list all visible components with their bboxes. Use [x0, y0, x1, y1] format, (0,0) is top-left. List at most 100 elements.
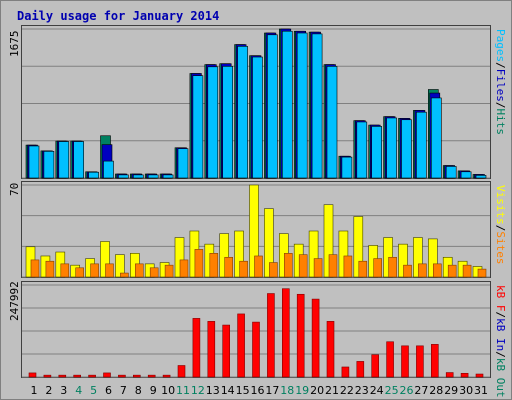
bar-sites-12: [194, 249, 204, 278]
bar-sites-2: [45, 260, 55, 278]
bar-kbf-11: [177, 365, 186, 378]
bar-visits-17: [264, 208, 274, 278]
bar-sites-4: [75, 267, 84, 278]
day-label-7: 7: [120, 384, 127, 397]
day-label-18: 18: [280, 384, 294, 397]
bar-visits-28: [427, 238, 438, 278]
day-label-19: 19: [295, 384, 309, 397]
bar-pages-21: [326, 66, 338, 179]
legend-bottom-2: kB In: [494, 318, 507, 352]
day-label-12: 12: [191, 384, 205, 397]
bar-sites-19: [298, 254, 308, 278]
bar-sites-5: [90, 263, 99, 278]
day-label-9: 9: [150, 384, 157, 397]
bar-pages-1: [28, 145, 40, 179]
bar-sites-30: [462, 264, 472, 278]
bar-pages-4: [73, 141, 84, 179]
legend-bottom-3: /: [494, 351, 507, 358]
bar-pages-27: [416, 111, 427, 179]
day-label-23: 23: [355, 384, 369, 397]
bar-sites-24: [373, 258, 383, 278]
bar-pages-13: [207, 66, 219, 179]
bar-pages-18: [281, 30, 293, 179]
bar-visits-16: [249, 184, 259, 278]
bar-pages-16: [252, 56, 263, 179]
bar-kbf-1: [28, 372, 37, 378]
day-label-24: 24: [370, 384, 384, 397]
bar-visits-22: [338, 230, 349, 278]
bar-visits-20: [308, 230, 319, 278]
day-label-21: 21: [325, 384, 339, 397]
bar-sites-6: [105, 263, 114, 278]
bar-kbf-15: [237, 313, 245, 378]
bar-pages-6: [103, 160, 114, 179]
bar-pages-8: [133, 174, 144, 179]
bar-kbf-13: [207, 321, 216, 378]
bar-sites-14: [224, 256, 233, 278]
bar-pages-15: [237, 46, 248, 179]
bar-pages-9: [147, 174, 159, 179]
legend-top-0: Pages: [494, 29, 507, 63]
bar-kbf-31: [475, 373, 484, 378]
bar-kbf-21: [326, 321, 335, 378]
bar-pages-25: [386, 117, 397, 179]
bar-sites-21: [328, 254, 338, 278]
bar-sites-15: [239, 260, 248, 278]
bar-sites-22: [343, 255, 353, 278]
bar-kbf-9: [147, 374, 156, 378]
bar-sites-27: [418, 263, 427, 278]
bar-kbf-24: [371, 354, 380, 378]
middle-legend: Visits/Sites: [494, 185, 507, 265]
day-label-27: 27: [414, 384, 428, 397]
day-label-15: 15: [236, 384, 250, 397]
bar-pages-19: [296, 32, 308, 179]
bar-kbf-3: [58, 374, 67, 378]
bar-sites-1: [30, 259, 40, 278]
legend-bottom-0: kB F: [494, 285, 507, 312]
bottom-legend: kB F/kB In/kB Out: [494, 285, 507, 398]
day-label-1: 1: [31, 384, 38, 397]
bar-sites-29: [447, 264, 457, 278]
bar-kbf-26: [401, 345, 409, 378]
day-label-28: 28: [429, 384, 443, 397]
bar-pages-28: [430, 97, 442, 179]
bar-pages-11: [177, 148, 189, 179]
legend-bottom-4: kB Out: [494, 357, 507, 398]
top-legend: Pages/Files/Hits: [494, 29, 507, 135]
day-label-26: 26: [400, 384, 414, 397]
bar-kbf-25: [386, 341, 394, 378]
bar-kbf-5: [88, 374, 96, 378]
legend-top-2: Files: [494, 68, 507, 102]
bar-sites-8: [135, 263, 144, 278]
bar-pages-20: [311, 33, 323, 179]
bar-kbf-16: [252, 321, 260, 378]
bar-sites-7: [120, 272, 129, 278]
day-label-30: 30: [459, 384, 473, 397]
bar-kbf-4: [73, 374, 81, 378]
day-label-17: 17: [265, 384, 279, 397]
day-label-13: 13: [206, 384, 220, 397]
bar-kbf-7: [118, 374, 126, 378]
bar-kbf-10: [162, 374, 171, 378]
bar-visits-11: [174, 237, 185, 278]
bar-visits-21: [323, 204, 334, 278]
bar-sites-20: [313, 258, 323, 278]
day-label-8: 8: [135, 384, 142, 397]
day-label-29: 29: [444, 384, 458, 397]
bar-pages-10: [162, 174, 174, 179]
bar-pages-22: [341, 156, 353, 179]
bar-pages-29: [445, 166, 457, 179]
bar-pages-14: [222, 66, 233, 179]
bar-kbf-28: [430, 344, 439, 378]
legend-top-4: Hits: [494, 108, 507, 136]
bar-sites-25: [388, 256, 397, 278]
legend-top-3: /: [494, 101, 507, 109]
bar-pages-5: [88, 171, 99, 179]
bar-kbf-17: [267, 293, 275, 378]
bar-sites-26: [403, 264, 412, 278]
bar-pages-24: [371, 126, 383, 179]
bar-sites-17: [269, 262, 278, 278]
legend-top-1: /: [494, 62, 507, 69]
day-label-22: 22: [340, 384, 354, 397]
